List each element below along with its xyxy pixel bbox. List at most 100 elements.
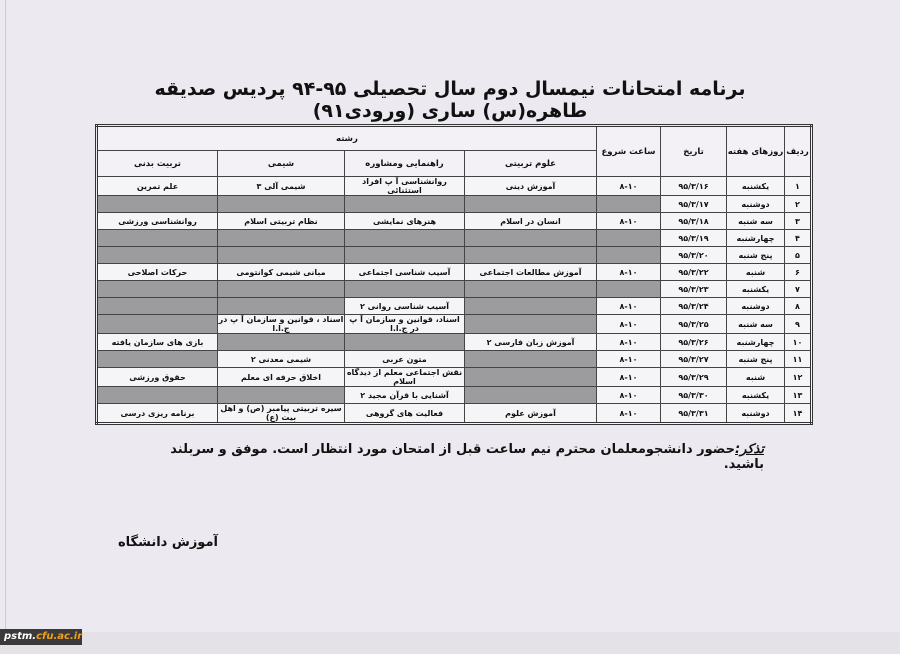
physical-education-cell: حرکات اصلاحی bbox=[96, 263, 218, 281]
date-cell: ۹۵/۳/۲۲ bbox=[660, 263, 727, 281]
start-time-cell: ۸-۱۰ bbox=[596, 333, 661, 351]
counseling-cell: آسیب شناسی اجتماعی bbox=[344, 263, 465, 281]
start-time-cell: ۸-۱۰ bbox=[596, 314, 661, 334]
header-counseling: راهنمایی ومشاوره bbox=[344, 150, 465, 177]
row-number-cell: ۱۰ bbox=[784, 333, 812, 351]
counseling-cell bbox=[344, 280, 465, 298]
page-title: برنامه امتحانات نیمسال دوم سال تحصیلی ۹۵… bbox=[154, 78, 746, 122]
counseling-cell: روانشناسی آ پ افراد استثنائی bbox=[344, 176, 465, 196]
counseling-cell bbox=[344, 333, 465, 351]
educational-sciences-cell bbox=[464, 246, 597, 264]
date-cell: ۹۵/۳/۳۱ bbox=[660, 403, 727, 424]
physical-education-cell: بازی های سازمان یافته bbox=[96, 333, 218, 351]
date-cell: ۹۵/۳/۲۶ bbox=[660, 333, 727, 351]
physical-education-cell bbox=[96, 297, 218, 315]
physical-education-cell: علم تمرین bbox=[96, 176, 218, 196]
row-number-cell: ۱۲ bbox=[784, 367, 812, 387]
date-cell: ۹۵/۳/۱۷ bbox=[660, 195, 727, 213]
date-cell: ۹۵/۳/۲۷ bbox=[660, 350, 727, 368]
page-edge bbox=[5, 0, 6, 630]
start-time-cell bbox=[596, 246, 661, 264]
table-row: ۹ سه شنبه ۹۵/۳/۲۵ ۸-۱۰ اسناد، قوانین و سازما… bbox=[96, 314, 812, 334]
chemistry-cell bbox=[217, 280, 345, 298]
date-cell: ۹۵/۳/۲۴ bbox=[660, 297, 727, 315]
header-educational-sciences: علوم تربیتی bbox=[464, 150, 597, 177]
educational-sciences-cell bbox=[464, 367, 597, 387]
table-row: ۱۱ پنج شنبه ۹۵/۳/۲۷ ۸-۱۰ متون عربی شیمی معدنی… bbox=[96, 350, 812, 368]
row-number-cell: ۱ bbox=[784, 176, 812, 196]
chemistry-cell: شیمی آلی ۳ bbox=[217, 176, 345, 196]
weekday-cell: شنبه bbox=[726, 263, 785, 281]
start-time-cell bbox=[596, 195, 661, 213]
date-cell: ۹۵/۳/۲۹ bbox=[660, 367, 727, 387]
weekday-cell: سه شنبه bbox=[726, 212, 785, 230]
educational-sciences-cell: آموزش علوم bbox=[464, 403, 597, 424]
weekday-cell: دوشنبه bbox=[726, 195, 785, 213]
date-cell: ۹۵/۳/۲۳ bbox=[660, 280, 727, 298]
header-start-time: ساعت شروع bbox=[596, 125, 661, 177]
note-label: تذکر: bbox=[734, 442, 764, 457]
chemistry-cell bbox=[217, 195, 345, 213]
row-number-cell: ۱۳ bbox=[784, 386, 812, 404]
educational-sciences-cell bbox=[464, 386, 597, 404]
start-time-cell: ۸-۱۰ bbox=[596, 350, 661, 368]
counseling-cell bbox=[344, 246, 465, 264]
table-row: ۴ چهارشنبه ۹۵/۳/۱۹ bbox=[96, 229, 812, 247]
row-number-cell: ۳ bbox=[784, 212, 812, 230]
weekday-cell: پنج شنبه bbox=[726, 350, 785, 368]
educational-sciences-cell bbox=[464, 350, 597, 368]
table-row: ۸ دوشنبه ۹۵/۳/۲۴ ۸-۱۰ آسیب شناسی روانی ۲ bbox=[96, 297, 812, 315]
signature: آموزش دانشگاه bbox=[118, 535, 218, 550]
physical-education-cell bbox=[96, 280, 218, 298]
chemistry-cell: اسناد ، قوانین و سازمان آ پ در ج.ا.ا bbox=[217, 314, 345, 334]
educational-sciences-cell bbox=[464, 195, 597, 213]
weekday-cell: یکشنبه bbox=[726, 280, 785, 298]
weekday-cell: پنج شنبه bbox=[726, 246, 785, 264]
note: تذکر:حضور دانشجومعلمان محترم نیم ساعت قب… bbox=[140, 442, 764, 472]
educational-sciences-cell: انسان در اسلام bbox=[464, 212, 597, 230]
start-time-cell: ۸-۱۰ bbox=[596, 176, 661, 196]
row-number-cell: ۱۱ bbox=[784, 350, 812, 368]
physical-education-cell bbox=[96, 314, 218, 334]
watermark-prefix: pstm. bbox=[4, 631, 37, 642]
table-row: ۱۳ یکشنبه ۹۵/۳/۳۰ ۸-۱۰ آشنایی با قرآن مجید ۲ bbox=[96, 386, 812, 404]
table-row: ۵ پنج شنبه ۹۵/۳/۲۰ bbox=[96, 246, 812, 264]
weekday-cell: یکشنبه bbox=[726, 176, 785, 196]
table-row: ۱ یکشنبه ۹۵/۳/۱۶ ۸-۱۰ آموزش دینی روانشناسی آ … bbox=[96, 176, 812, 196]
start-time-cell bbox=[596, 229, 661, 247]
counseling-cell bbox=[344, 195, 465, 213]
weekday-cell: یکشنبه bbox=[726, 386, 785, 404]
counseling-cell: آسیب شناسی روانی ۲ bbox=[344, 297, 465, 315]
table-row: ۲ دوشنبه ۹۵/۳/۱۷ bbox=[96, 195, 812, 213]
table-row: ۶ شنبه ۹۵/۳/۲۲ ۸-۱۰ آموزش مطالعات اجتماعی آسی… bbox=[96, 263, 812, 281]
chemistry-cell: نظام تربیتی اسلام bbox=[217, 212, 345, 230]
counseling-cell: آشنایی با قرآن مجید ۲ bbox=[344, 386, 465, 404]
row-number-cell: ۹ bbox=[784, 314, 812, 334]
start-time-cell bbox=[596, 280, 661, 298]
counseling-cell: فعالیت های گروهی bbox=[344, 403, 465, 424]
row-number-cell: ۸ bbox=[784, 297, 812, 315]
table-row: ۱۴ دوشنبه ۹۵/۳/۳۱ ۸-۱۰ آموزش علوم فعالیت های … bbox=[96, 403, 812, 424]
physical-education-cell: حقوق ورزشی bbox=[96, 367, 218, 387]
header-chemistry: شیمی bbox=[217, 150, 345, 177]
row-number-cell: ۵ bbox=[784, 246, 812, 264]
physical-education-cell bbox=[96, 229, 218, 247]
row-number-cell: ۴ bbox=[784, 229, 812, 247]
physical-education-cell bbox=[96, 350, 218, 368]
physical-education-cell bbox=[96, 195, 218, 213]
weekday-cell: سه شنبه bbox=[726, 314, 785, 334]
educational-sciences-cell: آموزش دینی bbox=[464, 176, 597, 196]
header-weekday: روزهای هفته bbox=[726, 125, 785, 177]
counseling-cell: اسناد، قوانین و سازمان آ پ در ج.ا.ا bbox=[344, 314, 465, 334]
chemistry-cell bbox=[217, 229, 345, 247]
counseling-cell: نقش اجتماعی معلم از دیدگاه اسلام bbox=[344, 367, 465, 387]
chemistry-cell: شیمی معدنی ۲ bbox=[217, 350, 345, 368]
weekday-cell: دوشنبه bbox=[726, 297, 785, 315]
header-major: رشته bbox=[96, 125, 597, 151]
row-number-cell: ۶ bbox=[784, 263, 812, 281]
exam-schedule-table: ردیف روزهای هفته تاریخ ساعت شروع رشته عل… bbox=[95, 124, 813, 425]
physical-education-cell bbox=[96, 386, 218, 404]
row-number-cell: ۲ bbox=[784, 195, 812, 213]
date-cell: ۹۵/۳/۱۸ bbox=[660, 212, 727, 230]
date-cell: ۹۵/۳/۱۶ bbox=[660, 176, 727, 196]
